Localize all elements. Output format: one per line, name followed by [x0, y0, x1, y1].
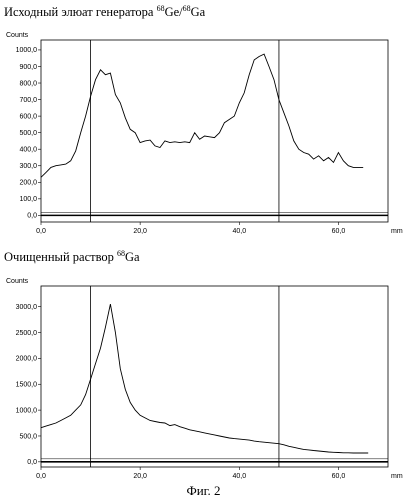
chart-1-data-line: [41, 54, 363, 177]
chart-1-x-tick-label: 0,0: [36, 228, 46, 235]
chart-1-y-tick-label: 0,0: [27, 213, 37, 220]
chart-1-y-tick-label: 100,0: [19, 196, 37, 203]
chart-2: 0,0 500,0 1000,0 1500,0 2000,0 2500,0 3000,0 0,…: [0, 265, 407, 485]
chart-2-plot-frame: [41, 286, 388, 467]
chart-2-x-tick-label: 0,0: [36, 473, 46, 480]
chart-2-y-tick-label: 3000,0: [16, 304, 38, 311]
chart-2-title: Очищенный раствор 68Ga: [4, 249, 140, 265]
chart-1-y-tick-label: 200,0: [19, 180, 37, 187]
chart-1-y-tick-label: 1000,0: [16, 47, 38, 54]
chart-1-y-tick-label: 300,0: [19, 163, 37, 170]
chart-1-x-tick-label: 40,0: [232, 228, 246, 235]
chart-1-y-tick-label: 400,0: [19, 147, 37, 154]
chart-1-y-tick-label: 600,0: [19, 113, 37, 120]
chart-2-data-line: [41, 304, 368, 453]
chart-1-y-tick-label: 900,0: [19, 64, 37, 71]
chart-2-y-tick-label: 1500,0: [16, 382, 38, 389]
chart-2-y-tick-label: 1000,0: [16, 407, 38, 414]
chart-2-y-axis-label: Counts: [6, 278, 29, 285]
chart-1-x-tick-label: 60,0: [332, 228, 346, 235]
chart-1-x-tick-label: 20,0: [133, 228, 147, 235]
chart-2-x-tick-label: 20,0: [133, 473, 147, 480]
chart-1-title: Исходный элюат генератора 68Ge/68Ga: [4, 4, 205, 20]
chart-1-y-tick-label: 700,0: [19, 97, 37, 104]
chart-1-y-tick-label: 800,0: [19, 80, 37, 87]
chart-2-y-tick-label: 500,0: [19, 433, 37, 440]
figure-caption: Фиг. 2: [0, 483, 407, 499]
chart-2-y-tick-label: 0,0: [27, 459, 37, 466]
chart-1: 0,0 100,0 200,0 300,0 400,0 500,0 600,0 700,0 80…: [0, 20, 407, 250]
chart-2-x-tick-label: 40,0: [232, 473, 246, 480]
chart-1-x-axis-unit: mm: [391, 228, 403, 235]
chart-1-plot-frame: [41, 40, 388, 222]
chart-2-y-tick-label: 2000,0: [16, 356, 38, 363]
chart-1-y-tick-label: 500,0: [19, 130, 37, 137]
chart-2-x-axis-unit: mm: [391, 473, 403, 480]
chart-1-y-axis-label: Counts: [6, 32, 29, 39]
chart-2-x-tick-label: 60,0: [332, 473, 346, 480]
chart-2-y-tick-label: 2500,0: [16, 330, 38, 337]
